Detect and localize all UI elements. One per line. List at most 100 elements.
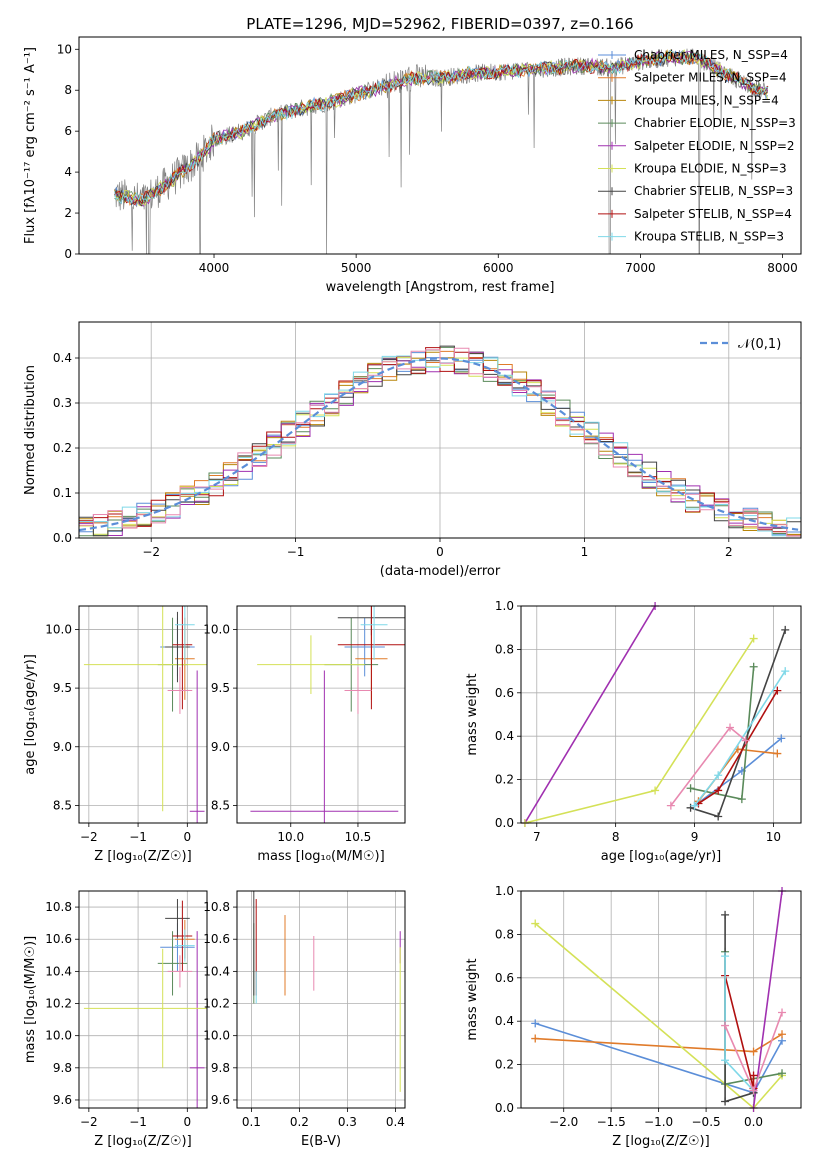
x-tick-label: 6000 xyxy=(483,261,514,275)
x-tick-label: 0 xyxy=(436,545,444,559)
y-axis-label: Flux [fλ10⁻¹⁷ erg cm⁻² s⁻¹ A⁻¹] xyxy=(23,47,38,244)
weight-marker xyxy=(721,1056,730,1065)
data-point xyxy=(360,606,388,660)
model-spectrum xyxy=(114,49,769,206)
weight-marker xyxy=(531,1034,540,1043)
axes-frame xyxy=(236,890,406,1109)
weight-marker xyxy=(737,795,746,804)
y-tick-label: 0.2 xyxy=(495,773,514,787)
legend-entry: Chabrier ELODIE, N_SSP=3 xyxy=(634,116,796,130)
y-tick-label: 1.0 xyxy=(495,599,514,613)
y-axis-label: age [log₁₀(age/yr)] xyxy=(23,654,38,775)
y-tick-label: 0.4 xyxy=(495,1014,514,1028)
y-tick-label: 10.0 xyxy=(203,622,230,636)
x-axis-label: Z [log₁₀(Z/Z☉)] xyxy=(94,1134,191,1149)
legend-entry: Salpeter STELIB, N_SSP=4 xyxy=(634,207,792,221)
y-tick-label: 0.4 xyxy=(495,729,514,743)
weight-marker xyxy=(721,1097,730,1106)
x-axis-label: mass [log₁₀(M/M☉)] xyxy=(257,849,384,864)
x-tick-label: −0.5 xyxy=(692,1115,721,1129)
x-tick-label: −2.0 xyxy=(549,1115,578,1129)
data-point xyxy=(344,617,385,677)
axes-frame xyxy=(78,36,802,255)
x-tick-label: 0.1 xyxy=(242,1115,261,1129)
y-tick-label: 10.2 xyxy=(203,997,230,1011)
x-tick-label: 0.4 xyxy=(386,1115,405,1129)
axes-5 xyxy=(75,891,207,1112)
y-tick-label: 0 xyxy=(64,247,72,261)
x-tick-label: −2 xyxy=(142,545,160,559)
data-point xyxy=(257,635,365,694)
gaussian-curve xyxy=(78,357,799,532)
axes-frame xyxy=(78,321,802,539)
weight-marker xyxy=(778,1069,787,1078)
weight-marker xyxy=(714,786,723,795)
y-axis-label: mass [log₁₀(M/M☉)] xyxy=(23,936,38,1063)
y-tick-label: 8.5 xyxy=(53,798,72,812)
y-tick-label: 9.0 xyxy=(53,740,72,754)
weight-line xyxy=(752,891,783,1108)
axes-0 xyxy=(75,48,783,258)
x-tick-label: 1 xyxy=(581,545,589,559)
residual-histogram xyxy=(79,347,801,537)
x-tick-label: 10.5 xyxy=(345,830,372,844)
x-tick-label: 0.0 xyxy=(744,1115,763,1129)
legend-entry: Chabrier STELIB, N_SSP=3 xyxy=(634,184,793,198)
weight-marker xyxy=(781,625,790,634)
weight-marker xyxy=(777,734,786,743)
y-tick-label: 0.3 xyxy=(53,396,72,410)
y-tick-label: 9.6 xyxy=(53,1093,72,1107)
legend-entry: Kroupa ELODIE, N_SSP=3 xyxy=(634,162,787,176)
y-tick-label: 0.0 xyxy=(495,1101,514,1115)
weight-line xyxy=(724,975,755,1089)
weight-marker xyxy=(726,723,735,732)
weight-line xyxy=(524,638,755,823)
y-tick-label: 10.8 xyxy=(203,900,230,914)
weight-marker xyxy=(773,749,782,758)
axes-frame xyxy=(520,890,802,1109)
data-point xyxy=(344,666,372,714)
weight-marker xyxy=(721,952,730,961)
x-tick-label: −2 xyxy=(80,1115,98,1129)
axes-2 xyxy=(75,606,207,827)
y-tick-label: 9.5 xyxy=(53,681,72,695)
y-tick-label: 10.6 xyxy=(203,932,230,946)
x-tick-label: 8 xyxy=(612,830,620,844)
y-tick-label: 9.8 xyxy=(211,1061,230,1075)
x-tick-label: 7 xyxy=(533,830,541,844)
x-tick-label: 5000 xyxy=(341,261,372,275)
y-axis-label: mass weight xyxy=(465,673,480,755)
weight-marker xyxy=(773,686,782,695)
weight-marker xyxy=(741,736,750,745)
y-tick-label: 10.8 xyxy=(45,900,72,914)
weight-marker xyxy=(714,771,723,780)
y-tick-label: 9.6 xyxy=(211,1093,230,1107)
weight-line xyxy=(690,629,786,818)
weight-marker xyxy=(531,1019,540,1028)
model-spectrum xyxy=(114,50,769,207)
legend-entry: Salpeter ELODIE, N_SSP=2 xyxy=(634,139,795,153)
data-point xyxy=(172,606,193,710)
data-point xyxy=(175,606,195,660)
y-tick-label: 9.8 xyxy=(53,1061,72,1075)
legend-entry: Kroupa MILES, N_SSP=4 xyxy=(634,93,779,107)
data-point xyxy=(189,931,205,1108)
x-axis-label: Z [log₁₀(Z/Z☉)] xyxy=(612,1134,709,1149)
x-tick-label: 2 xyxy=(725,545,733,559)
y-tick-label: 10.2 xyxy=(45,997,72,1011)
x-tick-label: 9 xyxy=(691,830,699,844)
x-tick-label: 0.2 xyxy=(290,1115,309,1129)
y-tick-label: 2 xyxy=(64,206,72,220)
axes-6 xyxy=(233,891,405,1112)
y-tick-label: 8 xyxy=(64,83,72,97)
data-point xyxy=(175,929,195,962)
data-point xyxy=(83,948,207,1068)
legend-entry: 𝒩(0,1) xyxy=(738,337,781,352)
axes-4 xyxy=(517,605,801,827)
y-tick-label: 9.0 xyxy=(211,740,230,754)
x-tick-label: −1 xyxy=(287,545,305,559)
weight-marker xyxy=(690,801,699,810)
weight-line xyxy=(670,726,747,807)
weight-marker xyxy=(781,667,790,676)
x-tick-label: 10.0 xyxy=(277,830,304,844)
